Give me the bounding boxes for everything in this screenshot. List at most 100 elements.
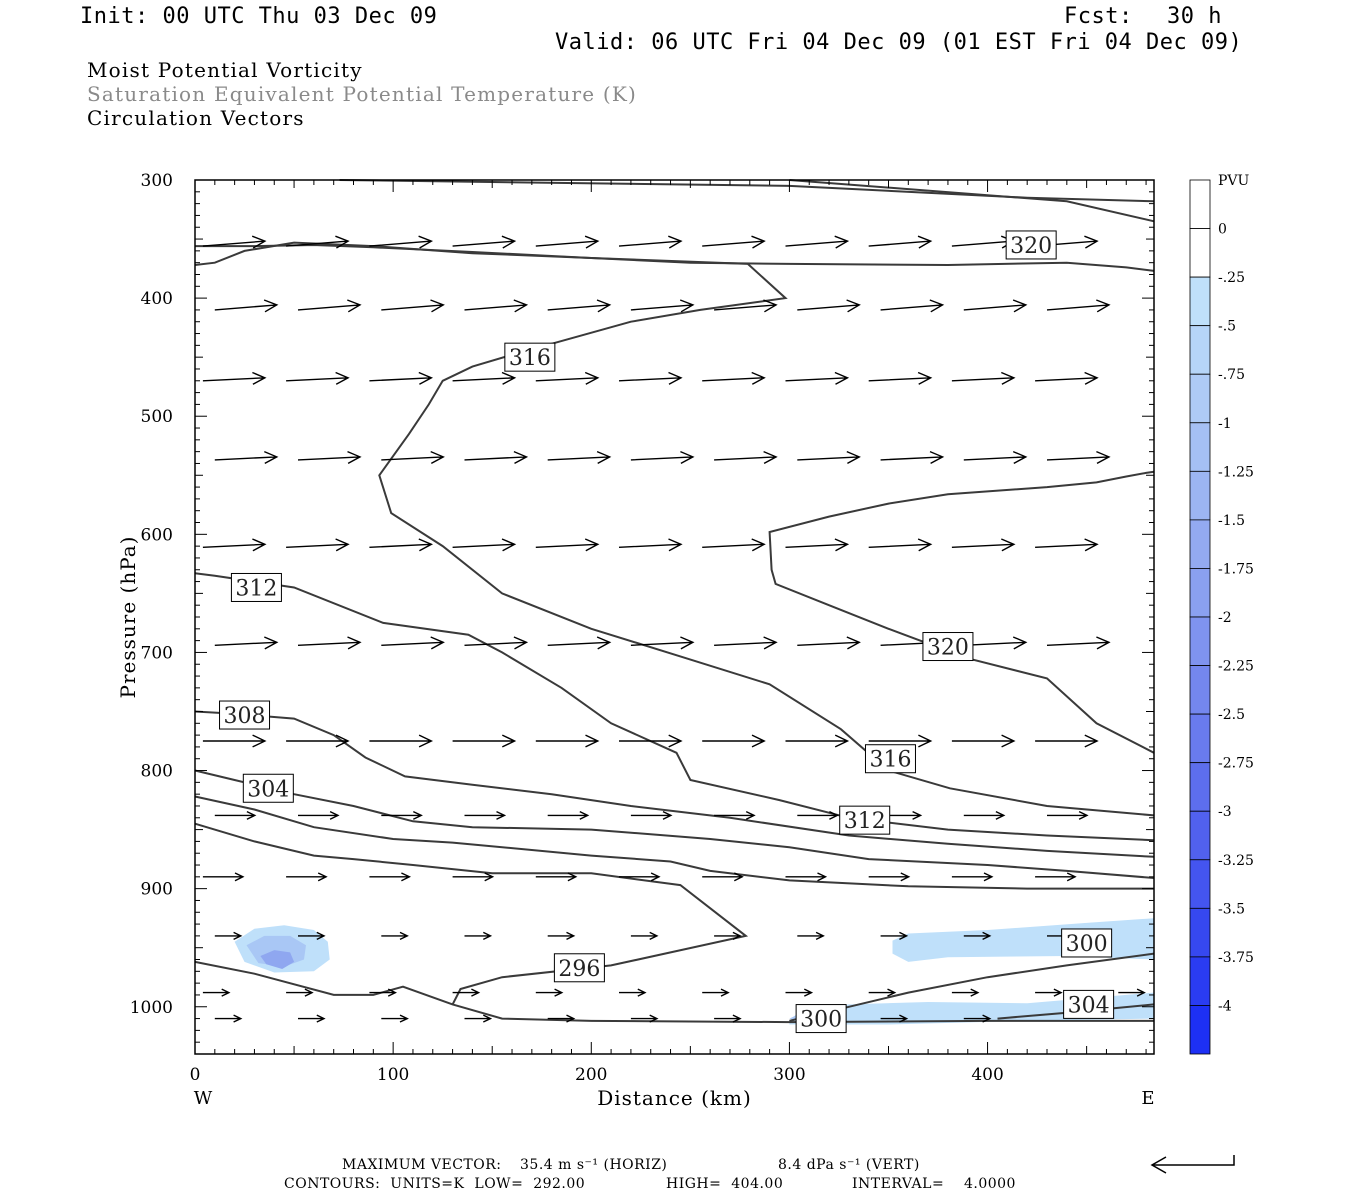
circulation-vector <box>1046 636 1111 650</box>
circulation-vector <box>202 988 231 997</box>
circulation-vector <box>785 371 850 385</box>
circulation-vector <box>547 931 576 941</box>
circulation-vector <box>286 734 350 748</box>
valid-time: Valid: 06 UTC Fri 04 Dec 09 (01 EST Fri … <box>555 30 1243 55</box>
colorbar-swatch <box>1189 810 1211 861</box>
circulation-vector <box>464 450 529 465</box>
circulation-vector <box>868 371 933 385</box>
contour-interval: INTERVAL= 4.0000 <box>852 1176 1016 1192</box>
circulation-vector <box>963 299 1028 313</box>
colorbar-tick-label: -.25 <box>1218 270 1245 286</box>
colorbar-swatch <box>1189 762 1211 812</box>
x-tick-label: 100 <box>377 1065 409 1085</box>
theta-es-contour <box>194 572 1155 842</box>
circulation-vector <box>963 636 1028 650</box>
circulation-vector <box>868 734 933 748</box>
circulation-vector <box>963 450 1028 465</box>
circulation-vector <box>797 450 861 465</box>
circulation-vector <box>714 450 778 465</box>
y-tick-label: 700 <box>141 643 173 663</box>
circulation-vector <box>868 235 933 249</box>
circulation-vector <box>1035 371 1099 385</box>
y-tick-label: 300 <box>141 171 173 191</box>
circulation-vector <box>381 931 409 941</box>
theta-es-contour <box>789 179 1155 223</box>
contour-label-box <box>219 700 271 730</box>
y-tick-label: 800 <box>141 762 173 782</box>
plot-frame <box>194 179 1155 1055</box>
circulation-vector <box>963 810 1006 820</box>
circulation-vector <box>702 988 730 997</box>
cross-section-chart: 320 316 320 312 308 304 316 312 296 300 304 300 0 10… <box>116 171 1254 1110</box>
circulation-vector <box>535 538 600 552</box>
contour-label-box <box>1063 989 1115 1019</box>
circulation-vector <box>369 371 434 385</box>
colorbar-tick-label: -1.5 <box>1218 513 1245 529</box>
circulation-vector <box>535 988 564 997</box>
circulation-vector <box>464 810 507 820</box>
y-tick-label: 500 <box>141 407 173 427</box>
circulation-vector <box>951 371 1016 385</box>
contour-label-box <box>504 342 556 372</box>
colorbar-tick-label: 0 <box>1218 222 1227 238</box>
theta-es-contour <box>194 769 1155 879</box>
contour-label-box <box>795 1004 847 1034</box>
colorbar-swatch <box>1189 616 1211 666</box>
circulation-vector <box>381 450 445 465</box>
circulation-vector <box>297 636 362 650</box>
circulation-vector <box>369 872 412 882</box>
circulation-vector <box>702 371 766 385</box>
contour-label: 312 <box>235 576 277 601</box>
contour-label-box <box>242 773 294 803</box>
y-tick-label: 600 <box>141 525 173 545</box>
circulation-vector <box>214 636 279 650</box>
circulation-vector <box>1047 810 1089 820</box>
circulation-vector <box>547 810 590 820</box>
circulation-vector <box>702 872 744 882</box>
circulation-vector <box>535 734 600 748</box>
contour-label-box <box>1005 230 1057 260</box>
circulation-vector <box>785 538 850 552</box>
circulation-vector <box>714 931 742 941</box>
forecast-hour: 30 h <box>1167 4 1222 29</box>
colorbar-swatch <box>1189 665 1211 715</box>
contour-label: 316 <box>509 346 551 371</box>
circulation-vector <box>452 872 495 882</box>
contour-label-box <box>922 632 974 662</box>
colorbar-swatch <box>1189 956 1211 1006</box>
circulation-vector <box>785 872 828 882</box>
circulation-vector <box>214 450 279 465</box>
max-vector-vert: 8.4 dPa s⁻¹ (VERT) <box>778 1157 920 1173</box>
contour-high: HIGH= 404.00 <box>666 1176 784 1192</box>
circulation-vector <box>452 235 517 249</box>
circulation-vector <box>714 1014 742 1023</box>
circulation-vector <box>369 988 398 997</box>
contour-info: CONTOURS: UNITS=K LOW= 292.00 <box>284 1176 586 1192</box>
circulation-vector <box>1046 450 1111 465</box>
circulation-vector <box>202 872 245 882</box>
circulation-vector <box>880 1014 909 1023</box>
x-tick-label: 400 <box>971 1065 1003 1085</box>
colorbar-tick-label: -1.25 <box>1218 464 1254 480</box>
circulation-vector <box>1035 988 1063 997</box>
colorbar-tick-label: -1.75 <box>1218 561 1254 577</box>
theta-es-contour <box>194 795 1154 890</box>
circulation-vector <box>1046 299 1111 313</box>
colorbar-swatch <box>1189 519 1211 569</box>
circulation-vector <box>1035 734 1099 748</box>
circulation-vector <box>214 299 279 313</box>
contour-label-box <box>864 744 916 774</box>
y-tick-label: 900 <box>141 880 173 900</box>
circulation-vector <box>785 734 850 748</box>
circulation-vector <box>630 810 673 820</box>
colorbar-swatch <box>1189 179 1211 229</box>
contour-label: 304 <box>247 777 289 802</box>
circulation-vector <box>618 371 683 385</box>
circulation-vector <box>286 872 328 882</box>
colorbar-tick-label: -3.25 <box>1218 853 1254 869</box>
circulation-vector <box>202 371 267 385</box>
circulation-vector <box>202 538 267 552</box>
x-tick-label: 0 <box>190 1065 201 1085</box>
circulation-vector <box>452 371 517 385</box>
circulation-vector <box>464 931 493 941</box>
